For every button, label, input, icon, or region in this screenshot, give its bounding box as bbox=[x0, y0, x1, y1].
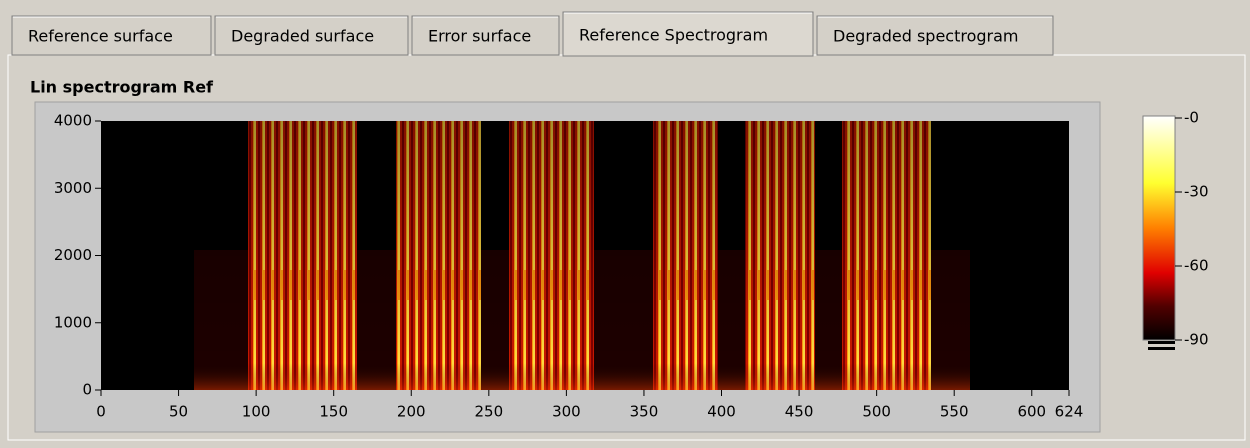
colorbar-mark bbox=[1148, 341, 1175, 344]
tab-shape bbox=[411, 15, 560, 56]
x-tick-label: 150 bbox=[319, 403, 348, 421]
x-tick-label: 600 bbox=[1017, 403, 1046, 421]
tab[interactable]: Reference surface bbox=[11, 15, 212, 56]
x-tick-label: 550 bbox=[940, 403, 969, 421]
x-tick-label: 200 bbox=[397, 403, 426, 421]
colorbar-tick-label: -30 bbox=[1184, 183, 1209, 201]
x-tick-label: 450 bbox=[785, 403, 814, 421]
tab-strip: Reference surface Degraded surface Error s… bbox=[11, 11, 1054, 57]
colorbar-tick-label: -60 bbox=[1184, 257, 1209, 275]
shade bbox=[194, 121, 970, 390]
y-tick-label: 2000 bbox=[54, 246, 92, 264]
colorbar-tick-label: -0 bbox=[1184, 109, 1199, 127]
tab-shape bbox=[562, 11, 814, 57]
tab-label: Reference surface bbox=[28, 27, 173, 46]
tab-label: Degraded spectrogram bbox=[833, 27, 1019, 46]
graph-title: Lin spectrogram Ref bbox=[30, 78, 214, 97]
x-tick-label: 50 bbox=[169, 403, 188, 421]
x-tick-label: 350 bbox=[630, 403, 659, 421]
colorbar-tick-label: -90 bbox=[1184, 331, 1209, 349]
colorbar-mark bbox=[1148, 347, 1175, 350]
tab-shape bbox=[11, 15, 212, 56]
tab[interactable]: Degraded spectrogram bbox=[816, 15, 1054, 56]
colorbar bbox=[1142, 115, 1176, 341]
y-tick-label: 3000 bbox=[54, 179, 92, 197]
tab-label: Degraded surface bbox=[231, 27, 374, 46]
tab[interactable]: Error surface bbox=[411, 15, 560, 56]
tab-label: Error surface bbox=[428, 27, 531, 46]
y-tick-label: 0 bbox=[82, 381, 92, 399]
y-tick-label: 1000 bbox=[54, 313, 92, 331]
tab-shape bbox=[214, 15, 409, 56]
x-tick-label: 624 bbox=[1055, 403, 1084, 421]
x-tick-label: 0 bbox=[96, 403, 106, 421]
tab[interactable]: Reference Spectrogram bbox=[562, 11, 814, 57]
tab[interactable]: Degraded surface bbox=[214, 15, 409, 56]
tab-label: Reference Spectrogram bbox=[579, 26, 768, 45]
tab-shape bbox=[816, 15, 1054, 56]
x-tick-label: 250 bbox=[475, 403, 504, 421]
spectrogram-image bbox=[194, 121, 970, 390]
x-tick-label: 100 bbox=[242, 403, 271, 421]
x-tick-label: 400 bbox=[707, 403, 736, 421]
x-tick-label: 500 bbox=[862, 403, 891, 421]
y-tick-label: 4000 bbox=[54, 112, 92, 130]
x-tick-label: 300 bbox=[552, 403, 581, 421]
